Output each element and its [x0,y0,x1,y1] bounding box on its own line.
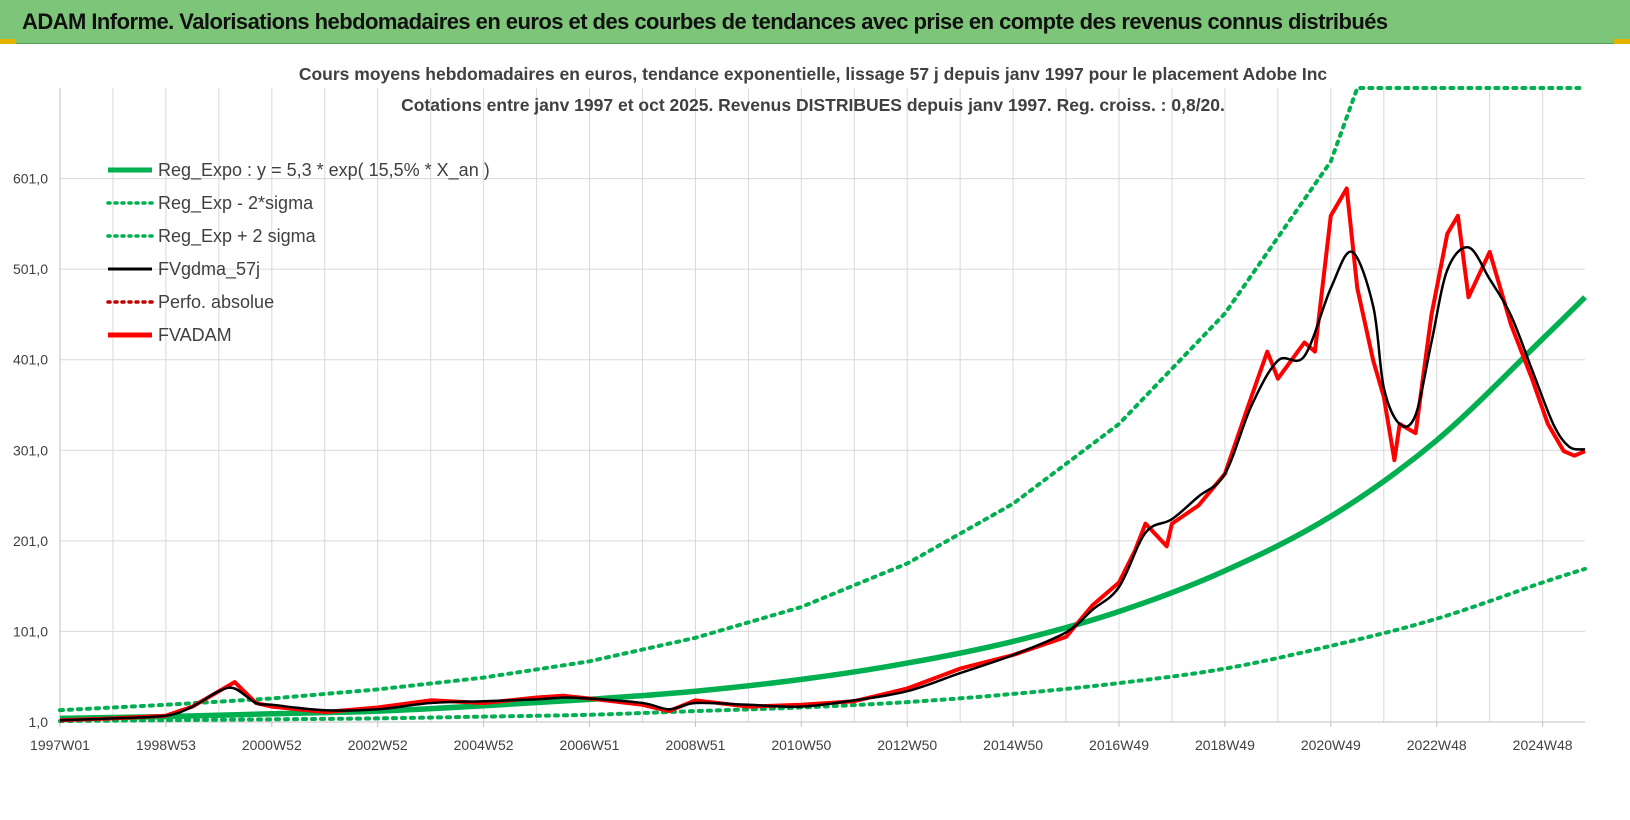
x-tick-label: 2014W50 [983,737,1043,753]
series-fvgdma-57j [59,246,1586,722]
series-reg-exp-minus-2sigma [58,566,1587,724]
series-reg-expo [59,295,1587,722]
x-tick-label: 2006W51 [560,737,620,753]
legend-label: Perfo. absolue [158,292,274,312]
legend-label: Reg_Exp - 2*sigma [158,193,314,214]
x-tick-label: 2020W49 [1301,737,1361,753]
legend-label: FVgdma_57j [158,259,260,280]
y-tick-label: 601,0 [13,171,48,187]
banner: ADAM Informe. Valorisations hebdomadaire… [0,0,1630,44]
y-tick-label: 301,0 [13,442,48,458]
chart: 1,0 101,0 201,0 301,0 401,0 501,0 601,0 1997W01… [13,64,1587,753]
series [58,86,1587,724]
y-tick-label: 101,0 [13,623,48,639]
x-tick-label: 1997W01 [30,737,90,753]
x-tick-label: 2002W52 [348,737,408,753]
x-tick-label: 2016W49 [1089,737,1149,753]
y-tick-label: 201,0 [13,533,48,549]
x-tick-label: 1998W53 [136,737,196,753]
x-tick-label: 2010W50 [771,737,831,753]
banner-title: ADAM Informe. Valorisations hebdomadaire… [22,8,1388,34]
legend-label: FVADAM [158,325,232,345]
legend-label: Reg_Expo : y = 5,3 * exp( 15,5% * X_an ) [158,160,490,181]
x-tick-label: 2004W52 [454,737,514,753]
chart-title-line2: Cotations entre janv 1997 et oct 2025. R… [401,95,1225,115]
x-tick-label: 2012W50 [877,737,937,753]
corner-mark-left [0,39,16,44]
x-tick-label: 2000W52 [242,737,302,753]
x-tick-label: 2008W51 [665,737,725,753]
chart-frame: 1,0 101,0 201,0 301,0 401,0 501,0 601,0 1997W01… [0,45,1630,815]
y-tick-label: 1,0 [29,714,49,730]
y-tick-label: 501,0 [13,261,48,277]
series-reg-exp-plus-2sigma [58,86,1587,713]
x-tick-label: 2022W48 [1407,737,1467,753]
x-tick-label: 2024W48 [1513,737,1573,753]
grid [60,88,1585,723]
y-tick-label: 401,0 [13,352,48,368]
series-fvadam [59,186,1586,723]
x-tick-label: 2018W49 [1195,737,1255,753]
chart-title-line1: Cours moyens hebdomadaires en euros, ten… [299,64,1328,84]
axes: 1,0 101,0 201,0 301,0 401,0 501,0 601,0 1997W01… [13,88,1585,753]
corner-mark-right [1614,39,1630,44]
legend-label: Reg_Exp + 2 sigma [158,226,317,247]
legend: Reg_Expo : y = 5,3 * exp( 15,5% * X_an )… [106,160,490,345]
